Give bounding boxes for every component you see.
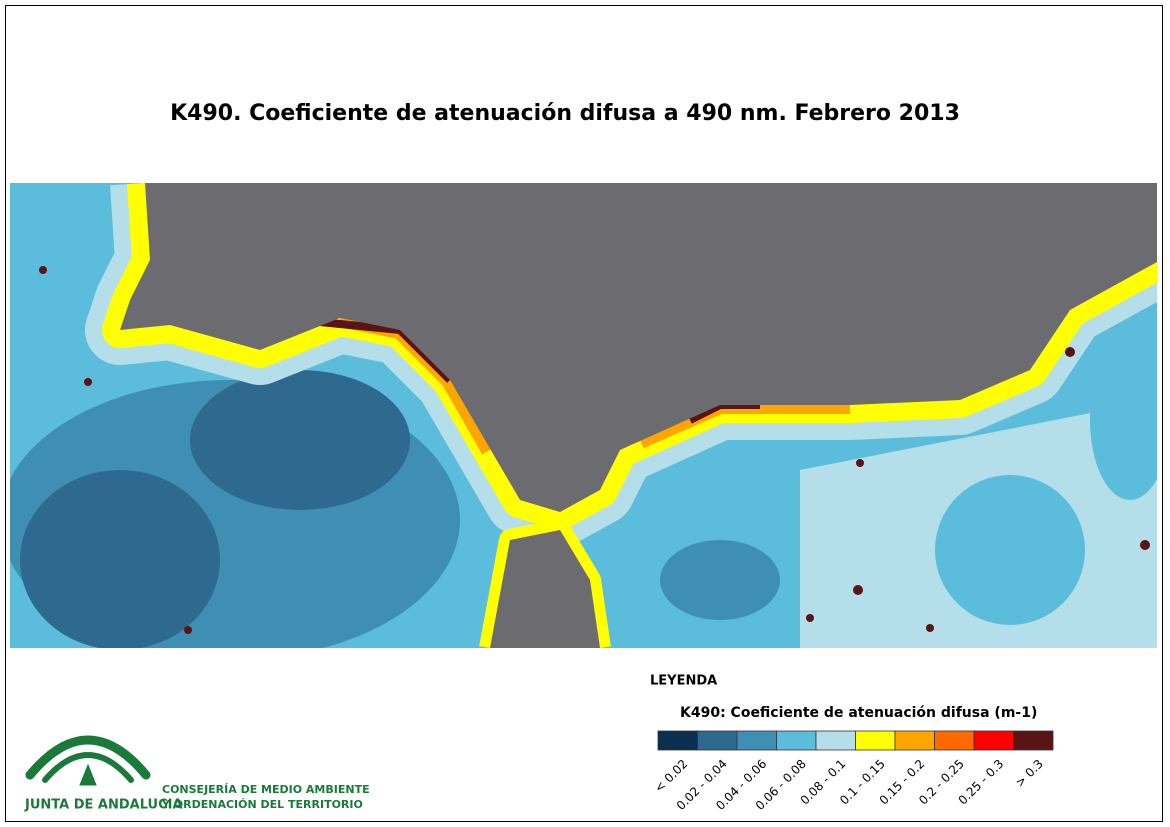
- logo-emblem: [25, 735, 151, 786]
- legend-swatch: [973, 730, 1014, 751]
- legend-label: > 0.3: [1013, 757, 1046, 790]
- frame: [5, 5, 1163, 822]
- legend-swatch: [736, 730, 777, 751]
- legend-swatch: [894, 730, 935, 751]
- legend-swatch: [697, 730, 738, 751]
- map: [10, 183, 1157, 648]
- department-line: CONSEJERÍA DE MEDIO AMBIENTE: [162, 783, 370, 796]
- legend-swatch: [855, 730, 896, 751]
- legend-swatch: [815, 730, 856, 751]
- legend-swatch: [657, 730, 698, 751]
- department-line: Y ORDENACIÓN DEL TERRITORIO: [161, 798, 363, 811]
- legend: < 0.020.02 - 0.040.04 - 0.060.06 - 0.080…: [652, 730, 1054, 813]
- legend-subtitle: K490: Coeficiente de atenuación difusa (…: [680, 705, 1037, 721]
- legend-heading: LEYENDA: [650, 674, 717, 689]
- map-title: K490. Coeficiente de atenuación difusa a…: [170, 101, 960, 126]
- legend-swatch: [934, 730, 975, 751]
- legend-label: < 0.02: [652, 757, 691, 796]
- legend-swatch: [776, 730, 817, 751]
- logo-name: JUNTA DE ANDALUCIA: [24, 798, 183, 813]
- legend-swatch: [1013, 730, 1054, 751]
